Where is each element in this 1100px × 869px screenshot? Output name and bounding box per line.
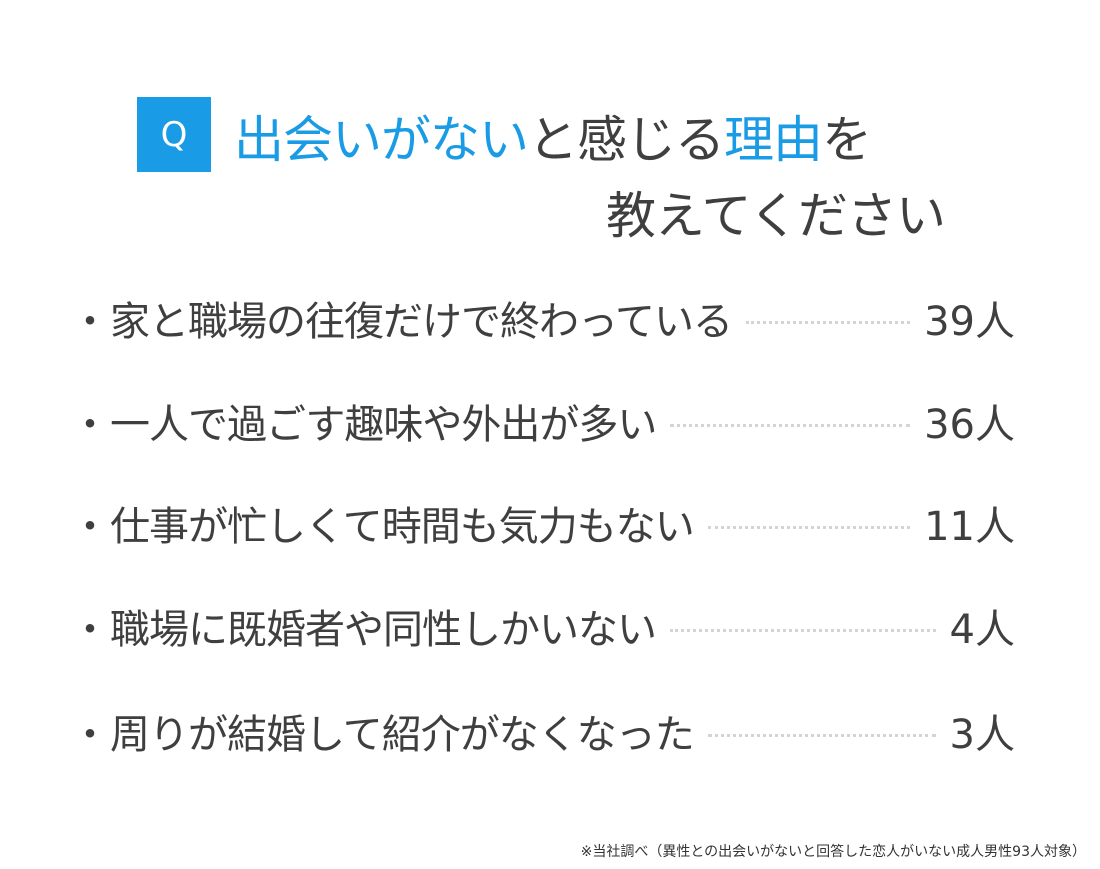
footnote: ※当社調べ（異性との出会いがないと回答した恋人がいない成人男性93人対象） xyxy=(580,844,1086,860)
bullet: ・ xyxy=(70,299,110,345)
item-label: 一人で過ごす趣味や外出が多い xyxy=(110,402,657,448)
list-item: ・ 周りが結婚して紹介がなくなった 3人 xyxy=(70,705,1015,765)
dot-leader xyxy=(670,423,911,427)
item-value: 39人 xyxy=(924,299,1015,345)
title-part: を xyxy=(822,111,872,169)
dot-leader xyxy=(707,525,911,529)
dot-leader xyxy=(746,320,911,324)
item-label: 仕事が忙しくて時間も気力もない xyxy=(110,504,695,550)
question-badge: Q xyxy=(137,97,211,172)
item-value: 3人 xyxy=(949,712,1015,758)
list-item: ・ 職場に既婚者や同性しかいない 4人 xyxy=(70,600,1015,660)
item-label: 周りが結婚して紹介がなくなった xyxy=(110,712,695,758)
dot-leader xyxy=(707,733,936,737)
bullet: ・ xyxy=(70,402,110,448)
list-item: ・ 一人で過ごす趣味や外出が多い 36人 xyxy=(70,395,1015,455)
dot-leader xyxy=(670,628,936,632)
item-value: 11人 xyxy=(924,504,1015,550)
title-part: と感じる xyxy=(528,111,725,169)
bullet: ・ xyxy=(70,504,110,550)
item-value: 4人 xyxy=(949,607,1015,653)
item-value: 36人 xyxy=(924,402,1015,448)
list-item: ・ 仕事が忙しくて時間も気力もない 11人 xyxy=(70,497,1015,557)
title-part: 理由 xyxy=(724,111,823,169)
title-part: 出会いがない xyxy=(234,111,529,169)
list-item: ・ 家と職場の往復だけで終わっている 39人 xyxy=(70,292,1015,352)
bullet: ・ xyxy=(70,712,110,758)
bullet: ・ xyxy=(70,607,110,653)
item-label: 家と職場の往復だけで終わっている xyxy=(110,299,733,345)
item-label: 職場に既婚者や同性しかいない xyxy=(110,607,657,653)
title-line-2: 教えてください xyxy=(606,187,946,245)
title-line-1: 出会いがないと感じる理由を xyxy=(234,110,872,170)
